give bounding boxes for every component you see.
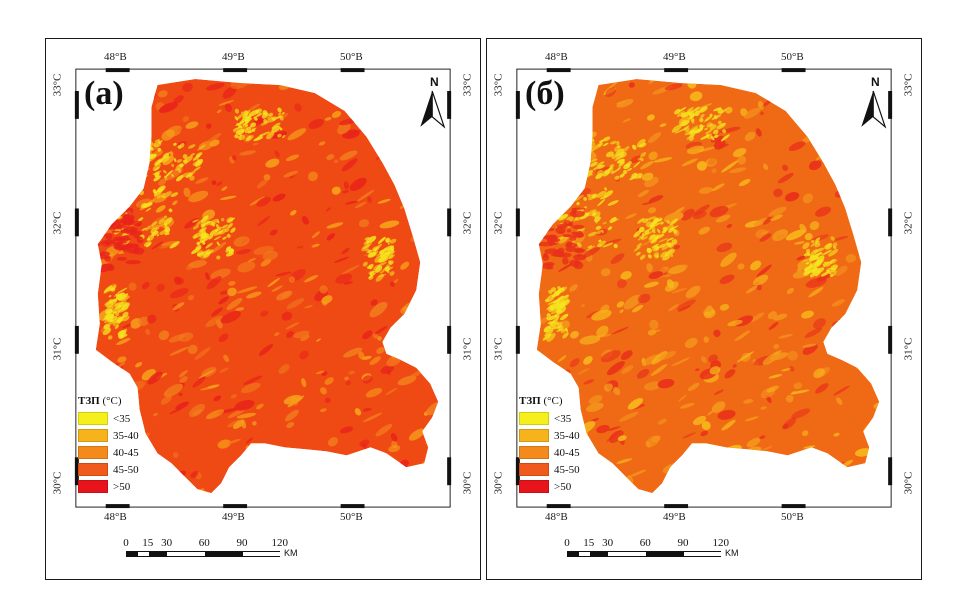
scale-bar: 0 15 30 60 90 120 KM [123, 537, 346, 558]
latitude-label-left: 30°С [51, 471, 64, 495]
legend: ТЗП (°C) <35 35-40 40-45 45-50 >50 [78, 395, 139, 495]
legend-label: 45-50 [113, 463, 139, 476]
legend-label: 35-40 [554, 429, 580, 442]
legend-label: <35 [554, 412, 572, 425]
longitude-label-bottom: 50°В [340, 511, 363, 523]
scale-tick-label: 60 [198, 537, 210, 549]
north-arrow-icon [861, 90, 887, 129]
longitude-label-bottom: 48°В [104, 511, 127, 523]
legend-item: 40-45 [78, 444, 139, 461]
latitude-label-right: 31°С [461, 337, 474, 361]
legend-item: >50 [519, 478, 580, 495]
panel-letter: (б) [525, 75, 565, 112]
latitude-label-left: 32°С [492, 211, 505, 235]
frame-ticks [515, 68, 893, 509]
north-label: N [430, 75, 439, 89]
legend-swatch [519, 480, 549, 493]
scale-tick-label: 30 [161, 537, 173, 549]
legend-item: 45-50 [78, 461, 139, 478]
legend-item: <35 [78, 410, 139, 427]
scale-bar: 0 15 30 60 90 120 KM [564, 537, 787, 558]
legend-label: <35 [113, 412, 131, 425]
legend-label: 40-45 [113, 446, 139, 459]
latitude-label-right: 30°С [902, 471, 915, 495]
longitude-label-top: 49°В [663, 51, 686, 63]
latitude-label-right: 33°С [902, 73, 915, 97]
scale-tick-label: 15 [142, 537, 154, 549]
latitude-label-right: 30°С [461, 471, 474, 495]
longitude-label-bottom: 48°В [545, 511, 568, 523]
map-figure [515, 68, 893, 509]
map-panel-b: (б) N 48°В 48°В 49°В 49°В 50°В 50°В 33°С 33°С 32°С… [486, 38, 922, 580]
legend-unit: (°C) [543, 395, 563, 407]
legend-label: 45-50 [554, 463, 580, 476]
scale-tick-label: 90 [236, 537, 248, 549]
scale-tick-label: 15 [583, 537, 595, 549]
latitude-label-right: 32°С [902, 211, 915, 235]
legend-title-text: ТЗП [519, 395, 541, 407]
longitude-label-top: 48°В [104, 51, 127, 63]
legend: ТЗП (°C) <35 35-40 40-45 45-50 >50 [519, 395, 580, 495]
north-label: N [871, 75, 880, 89]
legend-swatch [78, 480, 108, 493]
map-panel-a: (а) N 48°В 48°В 49°В 49°В 50°В 50°В 33°С 33°С 32°С… [45, 38, 481, 580]
scale-tick-label: 30 [602, 537, 614, 549]
legend-title: ТЗП (°C) [519, 395, 580, 407]
latitude-label-left: 31°С [51, 337, 64, 361]
scale-unit: KM [725, 548, 739, 558]
legend-item: 35-40 [78, 427, 139, 444]
legend-label: >50 [113, 480, 131, 493]
region-fill [536, 79, 880, 494]
legend-label: 40-45 [554, 446, 580, 459]
longitude-label-bottom: 49°В [222, 511, 245, 523]
scale-tick-label: 0 [123, 537, 129, 549]
latitude-label-left: 32°С [51, 211, 64, 235]
map-figure [74, 68, 452, 509]
scale-tick-label: 120 [271, 537, 288, 549]
latitude-label-right: 31°С [902, 337, 915, 361]
legend-item: 35-40 [519, 427, 580, 444]
scale-tick-label: 0 [564, 537, 570, 549]
longitude-label-top: 49°В [222, 51, 245, 63]
legend-swatch [519, 429, 549, 442]
legend-label: 35-40 [113, 429, 139, 442]
legend-swatch [519, 446, 549, 459]
legend-label: >50 [554, 480, 572, 493]
legend-swatch [519, 463, 549, 476]
latitude-label-left: 30°С [492, 471, 505, 495]
region-fill [95, 79, 439, 494]
longitude-label-top: 50°В [340, 51, 363, 63]
longitude-label-top: 50°В [781, 51, 804, 63]
legend-item: >50 [78, 478, 139, 495]
frame-ticks [74, 68, 452, 509]
legend-item: 45-50 [519, 461, 580, 478]
legend-swatch [78, 446, 108, 459]
longitude-label-bottom: 49°В [663, 511, 686, 523]
scale-tick-label: 120 [712, 537, 729, 549]
scale-tick-label: 90 [677, 537, 689, 549]
legend-unit: (°C) [102, 395, 122, 407]
legend-swatch [78, 463, 108, 476]
latitude-label-right: 33°С [461, 73, 474, 97]
scale-tick-label: 60 [639, 537, 651, 549]
legend-title-text: ТЗП [78, 395, 100, 407]
legend-swatch [78, 412, 108, 425]
legend-item: 40-45 [519, 444, 580, 461]
longitude-label-bottom: 50°В [781, 511, 804, 523]
panel-letter: (а) [84, 75, 124, 112]
latitude-label-left: 31°С [492, 337, 505, 361]
latitude-label-right: 32°С [461, 211, 474, 235]
scale-unit: KM [284, 548, 298, 558]
legend-item: <35 [519, 410, 580, 427]
latitude-label-left: 33°С [51, 73, 64, 97]
legend-title: ТЗП (°C) [78, 395, 139, 407]
legend-swatch [519, 412, 549, 425]
latitude-label-left: 33°С [492, 73, 505, 97]
longitude-label-top: 48°В [545, 51, 568, 63]
legend-swatch [78, 429, 108, 442]
